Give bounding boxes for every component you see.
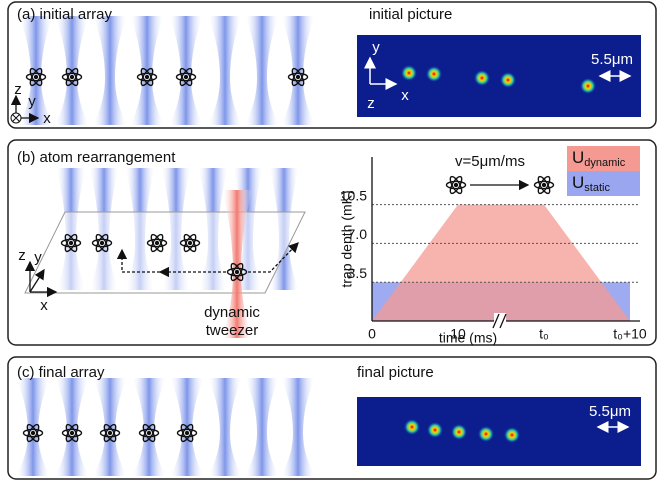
panel-label: (a) initial array bbox=[17, 6, 113, 23]
axis-letter: x bbox=[40, 297, 48, 314]
legend-name: U bbox=[572, 148, 584, 167]
atom-fluorescence bbox=[474, 70, 490, 86]
tweezer-label: tweezer bbox=[206, 322, 259, 339]
atom-nucleus bbox=[234, 269, 239, 274]
x-axis-label: time (ms) bbox=[439, 330, 497, 346]
figure: (a) initial array initial picture (b) at… bbox=[0, 0, 664, 481]
atom-nucleus bbox=[184, 430, 189, 435]
x-tick-label: t₀ bbox=[539, 326, 549, 342]
picture-title: initial picture bbox=[369, 6, 452, 23]
x-tick-label: t₀+10 bbox=[613, 326, 647, 342]
atom-fluorescence bbox=[580, 78, 596, 94]
atom-nucleus bbox=[154, 240, 159, 245]
atom-nucleus bbox=[295, 74, 300, 79]
atom-nucleus bbox=[99, 240, 104, 245]
atom-nucleus bbox=[107, 430, 112, 435]
tweezer-beam bbox=[93, 16, 127, 125]
atom-fluorescence bbox=[404, 419, 420, 435]
axis-letter: y bbox=[372, 39, 380, 56]
atom-nucleus bbox=[69, 430, 74, 435]
atom-nucleus bbox=[68, 240, 73, 245]
panel-label: (c) final array bbox=[17, 364, 105, 381]
tweezer-beam bbox=[208, 16, 242, 125]
atom-nucleus bbox=[453, 182, 458, 187]
tweezer-beam bbox=[281, 378, 315, 476]
atom-fluorescence bbox=[478, 426, 494, 442]
scale-label: 5.5μm bbox=[591, 51, 633, 68]
axis-letter: z bbox=[18, 247, 26, 264]
tweezer-beam bbox=[245, 378, 279, 476]
annotation: v=5μm/ms bbox=[455, 153, 525, 170]
atom-nucleus bbox=[144, 74, 149, 79]
tweezer-beam bbox=[208, 378, 242, 476]
atom-fluorescence bbox=[427, 422, 443, 438]
atom-nucleus bbox=[33, 74, 38, 79]
legend-subscript: dynamic bbox=[584, 157, 625, 169]
y-axis-label: trap depth (mK) bbox=[339, 190, 355, 287]
picture-title: final picture bbox=[357, 364, 434, 381]
atom-fluorescence bbox=[451, 424, 467, 440]
scale-label: 5.5μm bbox=[589, 403, 631, 420]
atom bbox=[447, 175, 466, 195]
atom-nucleus bbox=[69, 74, 74, 79]
atom-plane bbox=[25, 212, 305, 293]
axis-letter: x bbox=[401, 87, 409, 104]
camera-image bbox=[357, 35, 641, 117]
atom-nucleus bbox=[541, 182, 546, 187]
atom-fluorescence bbox=[500, 72, 516, 88]
legend-name: U bbox=[572, 173, 584, 192]
atom-nucleus bbox=[187, 240, 192, 245]
atom-fluorescence bbox=[401, 65, 417, 81]
atom-fluorescence bbox=[426, 66, 442, 82]
atom bbox=[535, 175, 554, 195]
axis-letter: y bbox=[34, 249, 42, 266]
atom-nucleus bbox=[30, 430, 35, 435]
atom-nucleus bbox=[183, 74, 188, 79]
axis-letter: y bbox=[28, 93, 36, 110]
x-tick-label: 0 bbox=[368, 326, 376, 342]
legend-subscript: static bbox=[584, 182, 610, 194]
tweezer-label: dynamic bbox=[204, 304, 260, 321]
panel-label: (b) atom rearrangement bbox=[17, 149, 176, 166]
tweezer-beam bbox=[245, 16, 279, 125]
axis-letter: x bbox=[43, 110, 51, 127]
atom-fluorescence bbox=[504, 427, 520, 443]
area bbox=[372, 205, 630, 321]
axis-letter: z bbox=[367, 95, 375, 112]
axis-letter: z bbox=[14, 81, 22, 98]
atom-nucleus bbox=[146, 430, 151, 435]
